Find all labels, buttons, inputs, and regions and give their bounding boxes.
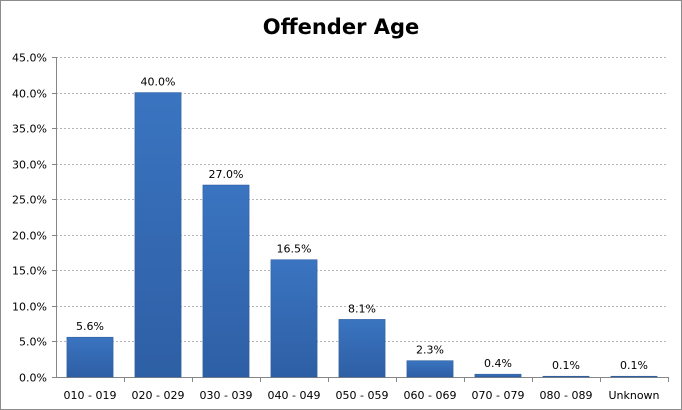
y-tick-label: 0.0% <box>19 372 47 385</box>
x-tick-label: 010 - 019 <box>64 389 117 402</box>
y-tick-label: 30.0% <box>12 159 47 172</box>
data-label: 2.3% <box>416 344 444 357</box>
axes <box>52 57 669 382</box>
x-tick-label: 080 - 089 <box>540 389 593 402</box>
x-tick-label: 070 - 079 <box>472 389 525 402</box>
bars <box>66 92 658 378</box>
bar <box>202 184 250 378</box>
data-label: 0.1% <box>552 359 580 372</box>
y-tick-label: 40.0% <box>12 88 47 101</box>
bar <box>66 336 114 378</box>
bar <box>270 259 318 378</box>
bar <box>610 375 658 378</box>
y-tick-label: 10.0% <box>12 301 47 314</box>
x-tick-label: 050 - 059 <box>336 389 389 402</box>
x-tick-label: 020 - 029 <box>132 389 185 402</box>
bar <box>406 360 454 378</box>
data-label: 40.0% <box>141 76 176 89</box>
y-tick-label: 20.0% <box>12 230 47 243</box>
data-label: 5.6% <box>76 320 104 333</box>
chart-title: Offender Age <box>262 15 420 39</box>
data-label: 0.4% <box>484 357 512 370</box>
x-tick-label: 060 - 069 <box>404 389 457 402</box>
x-tick-label: Unknown <box>608 389 659 402</box>
bar <box>542 375 590 378</box>
data-label: 0.1% <box>620 359 648 372</box>
x-tick-label: 040 - 049 <box>268 389 321 402</box>
bar <box>338 319 386 378</box>
y-tick-label: 35.0% <box>12 123 47 136</box>
x-tick-label: 030 - 039 <box>200 389 253 402</box>
y-tick-label: 5.0% <box>19 336 47 349</box>
data-label: 16.5% <box>277 243 312 256</box>
data-label: 8.1% <box>348 302 376 315</box>
y-tick-label: 15.0% <box>12 265 47 278</box>
y-tick-label: 45.0% <box>12 52 47 65</box>
bar <box>134 92 182 378</box>
bar <box>474 373 522 378</box>
y-tick-label: 25.0% <box>12 194 47 207</box>
data-label: 27.0% <box>209 168 244 181</box>
labels: 0.0% 5.0% 10.0% 15.0% 20.0% 25.0% 30.0% 35.0% 40… <box>12 52 660 403</box>
